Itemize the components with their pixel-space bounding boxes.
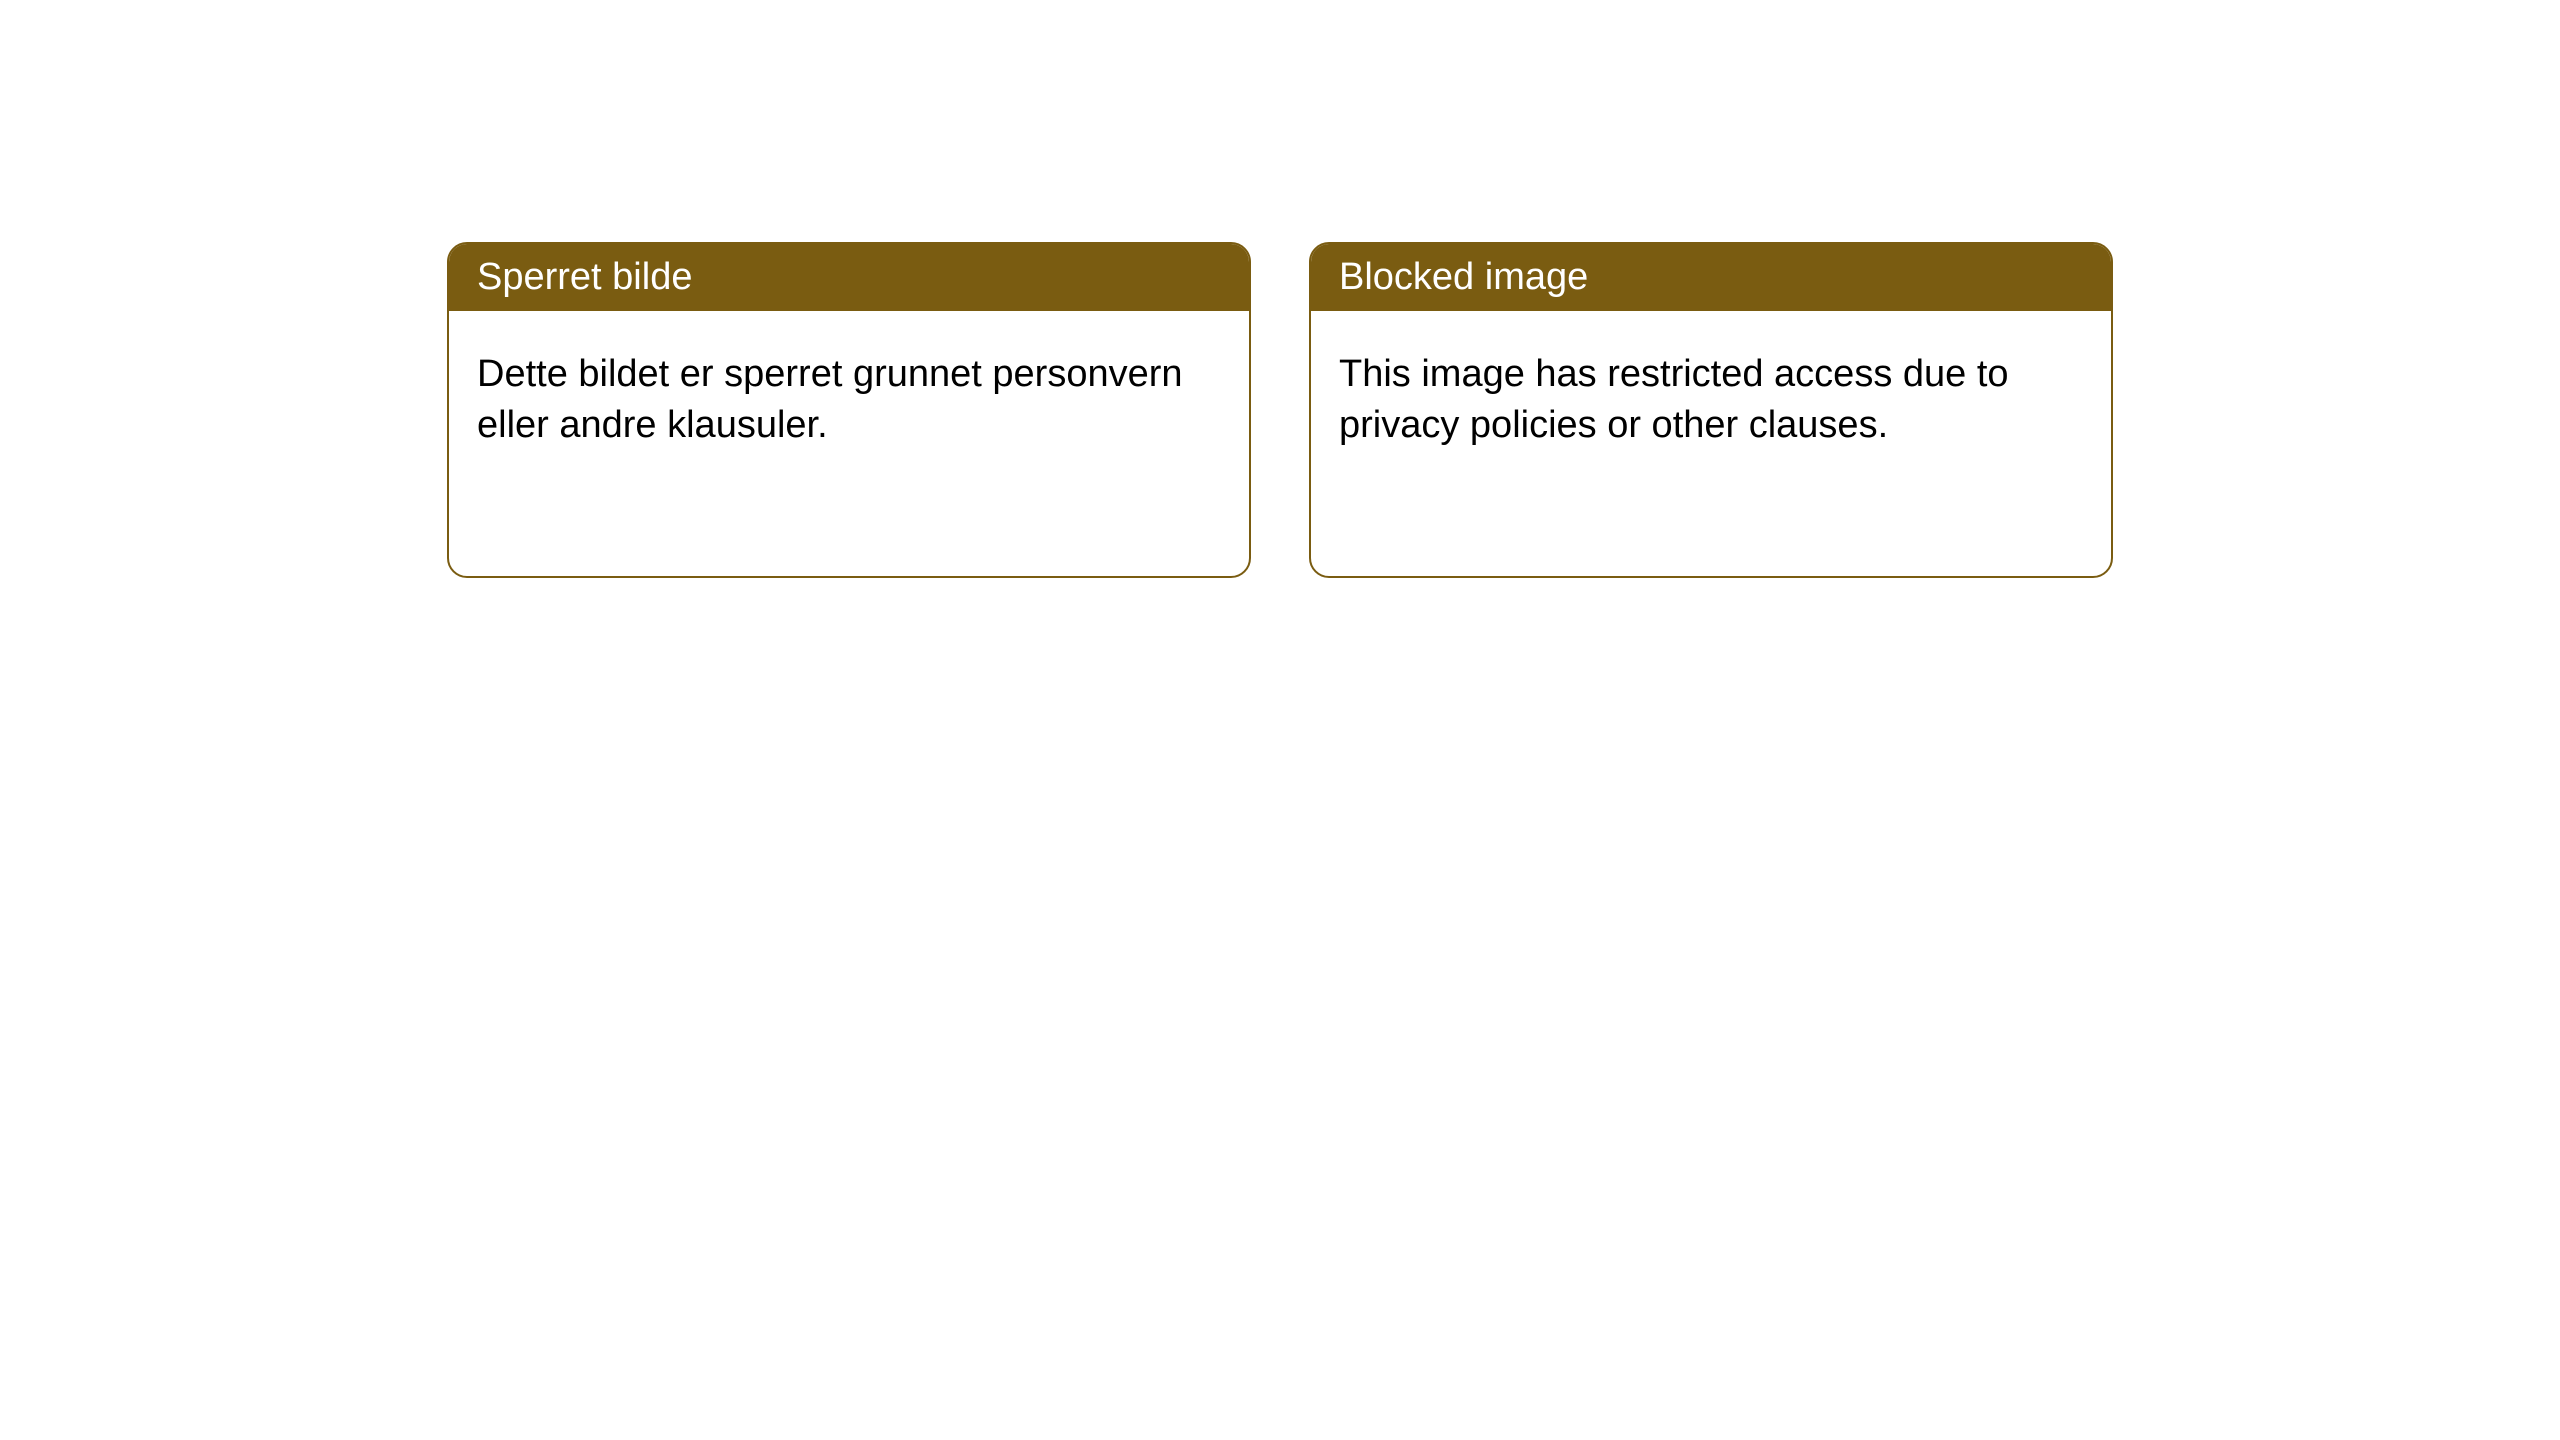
card-header: Sperret bilde (449, 244, 1249, 311)
card-body: Dette bildet er sperret grunnet personve… (449, 311, 1249, 490)
card-title: Sperret bilde (477, 256, 692, 298)
card-message: This image has restricted access due to … (1339, 353, 2009, 446)
card-header: Blocked image (1311, 244, 2111, 311)
notice-card-norwegian: Sperret bilde Dette bildet er sperret gr… (447, 242, 1251, 578)
card-title: Blocked image (1339, 256, 1588, 298)
notice-cards-container: Sperret bilde Dette bildet er sperret gr… (0, 0, 2560, 578)
card-body: This image has restricted access due to … (1311, 311, 2111, 490)
card-message: Dette bildet er sperret grunnet personve… (477, 353, 1183, 446)
notice-card-english: Blocked image This image has restricted … (1309, 242, 2113, 578)
